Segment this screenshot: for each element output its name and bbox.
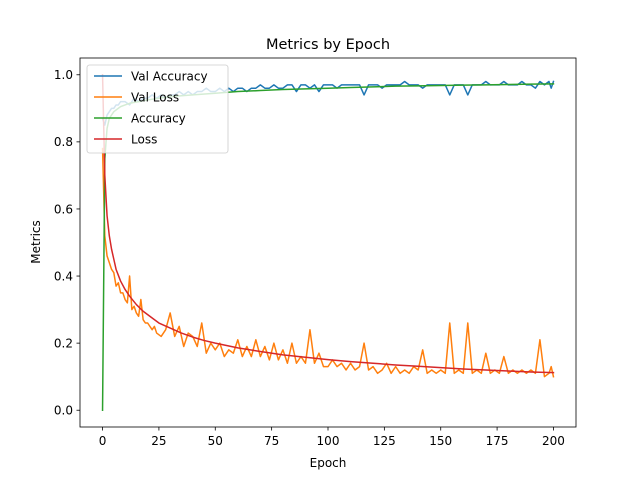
y-tick-label: 0.2	[54, 336, 73, 350]
x-tick-label: 175	[486, 434, 509, 448]
x-tick-label: 150	[429, 434, 452, 448]
legend-box	[86, 64, 229, 154]
y-tick-label: 0.4	[54, 269, 73, 283]
series-line-val-loss	[101, 147, 555, 378]
axis-ticks: 0 25 50 75 100 125 150 175 200 0.0 0.2 0.4 0.6 0.8 1.0	[54, 68, 565, 448]
chart-title: Metrics by Epoch	[266, 37, 390, 53]
y-tick-label: 0.0	[54, 404, 73, 418]
x-tick-label: 100	[317, 434, 340, 448]
y-tick-label: 0.8	[54, 135, 73, 149]
y-tick-label: 0.6	[54, 202, 73, 216]
legend-label: Val Accuracy	[131, 69, 208, 83]
legend-label: Loss	[131, 132, 157, 146]
series-line-loss	[101, 74, 555, 374]
y-tick-label: 1.0	[54, 68, 73, 82]
x-tick-label: 125	[373, 434, 396, 448]
x-tick-label: 0	[99, 434, 107, 448]
x-tick-label: 25	[151, 434, 166, 448]
x-tick-label: 75	[264, 434, 279, 448]
legend-label: Val Loss	[131, 90, 179, 104]
y-axis-label: Metrics	[29, 220, 43, 264]
x-axis-label: Epoch	[310, 456, 347, 470]
legend: Val Accuracy Val Loss Accuracy Loss	[86, 64, 229, 154]
legend-label: Accuracy	[131, 111, 186, 125]
x-tick-label: 200	[542, 434, 565, 448]
x-tick-label: 50	[208, 434, 223, 448]
